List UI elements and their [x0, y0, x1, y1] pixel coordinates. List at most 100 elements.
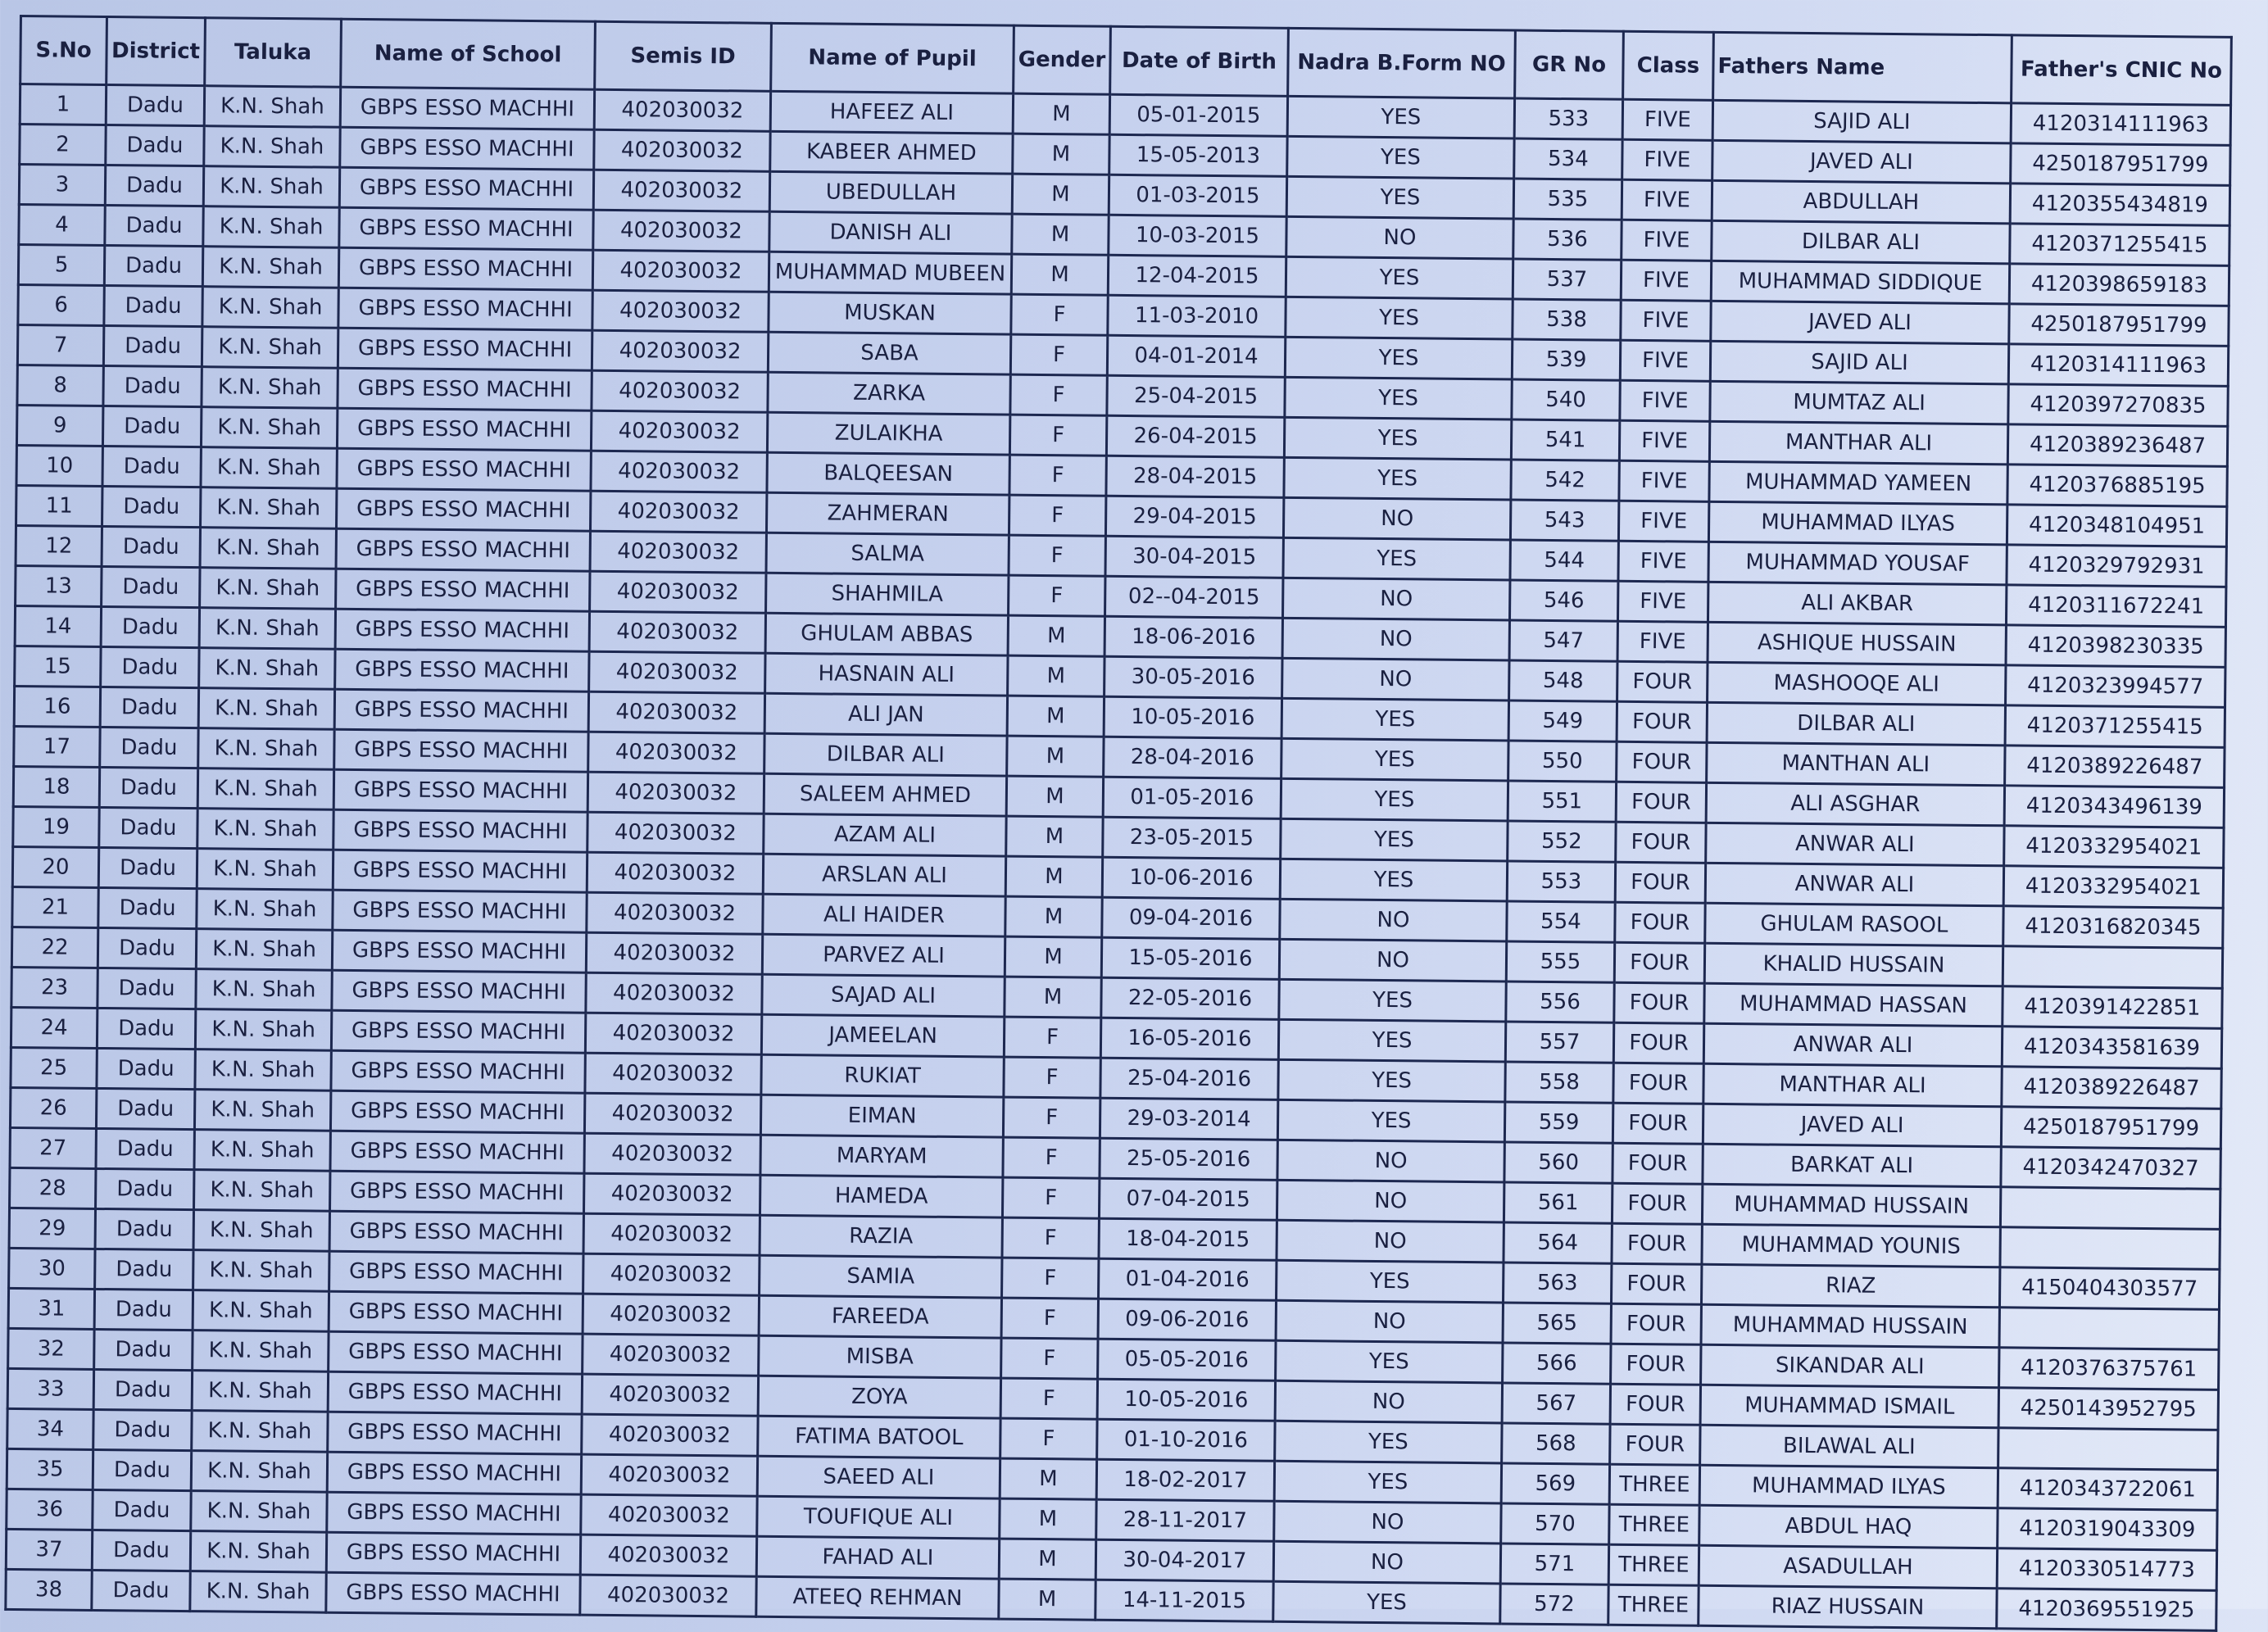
cell-semis-id: 402030032	[583, 1173, 760, 1216]
cell-pupil-name: FATIMA BATOOL	[757, 1416, 1001, 1459]
cell-gr-no: 566	[1502, 1342, 1612, 1385]
cell-date-of-birth: 10-06-2016	[1102, 857, 1281, 900]
column-header-sno: S.No	[20, 16, 107, 85]
cell-semis-id: 402030032	[583, 1253, 760, 1296]
cell-father-cnic: 4250187951799	[2001, 1106, 2221, 1149]
cell-sno: 4	[18, 204, 106, 246]
cell-taluka: K.N. Shah	[197, 768, 334, 810]
cell-father-name: JAVED ALI	[1703, 1104, 2002, 1147]
cell-school-name: GBPS ESSO MACHHI	[335, 609, 590, 652]
cell-taluka: K.N. Shah	[200, 487, 337, 529]
column-header-father-name: Fathers Name	[1712, 32, 2012, 103]
cell-gr-no: 559	[1504, 1101, 1613, 1144]
cell-district: Dadu	[97, 968, 197, 1009]
cell-gr-no: 557	[1505, 1021, 1614, 1063]
cell-date-of-birth: 02--04-2015	[1105, 576, 1283, 619]
cell-taluka: K.N. Shah	[190, 1490, 328, 1533]
cell-date-of-birth: 12-04-2015	[1108, 255, 1286, 297]
cell-father-cnic: 4120391422851	[2002, 986, 2223, 1029]
cell-nadra-bform: YES	[1286, 136, 1515, 179]
cell-school-name: GBPS ESSO MACHHI	[339, 167, 594, 211]
cell-semis-id: 402030032	[588, 691, 765, 734]
cell-date-of-birth: 29-03-2014	[1100, 1098, 1278, 1140]
cell-father-name: MANTHAR ALI	[1709, 421, 2008, 465]
cell-class: FIVE	[1620, 340, 1711, 382]
column-header-taluka: Taluka	[204, 17, 342, 88]
cell-district: Dadu	[93, 1409, 193, 1451]
cell-sno: 5	[18, 244, 105, 286]
cell-school-name: GBPS ESSO MACHHI	[330, 1050, 586, 1094]
cell-gender: M	[1012, 174, 1109, 215]
cell-father-cnic: 4250143952795	[1998, 1387, 2219, 1430]
cell-gender: F	[1010, 334, 1108, 376]
cell-father-cnic: 4150404303577	[1999, 1267, 2220, 1310]
cell-school-name: GBPS ESSO MACHHI	[332, 930, 587, 973]
cell-gender: M	[1006, 776, 1104, 818]
cell-father-cnic: 4120369551925	[1996, 1588, 2217, 1631]
cell-date-of-birth: 25-05-2016	[1099, 1138, 1278, 1181]
cell-class: FOUR	[1609, 1424, 1701, 1466]
cell-school-name: GBPS ESSO MACHHI	[329, 1171, 584, 1214]
cell-father-cnic: 4120311672241	[2006, 584, 2226, 628]
cell-father-name: KHALID HUSSAIN	[1704, 943, 2003, 986]
cell-district: Dadu	[93, 1449, 192, 1491]
cell-semis-id: 402030032	[589, 571, 767, 614]
cell-father-cnic: 4120355434819	[2010, 183, 2230, 226]
cell-date-of-birth: 15-05-2016	[1101, 937, 1280, 980]
cell-class: FIVE	[1621, 260, 1712, 301]
cell-pupil-name: EIMAN	[760, 1095, 1004, 1138]
cell-father-cnic: 4120398230335	[2005, 624, 2226, 668]
cell-school-name: GBPS ESSO MACHHI	[331, 970, 587, 1013]
cell-school-name: GBPS ESSO MACHHI	[337, 368, 592, 411]
cell-semis-id: 402030032	[590, 531, 767, 573]
cell-taluka: K.N. Shah	[198, 647, 336, 690]
cell-sno: 10	[16, 445, 103, 487]
cell-nadra-bform: NO	[1273, 1501, 1502, 1544]
cell-gr-no: 542	[1510, 459, 1620, 501]
cell-father-cnic	[1999, 1226, 2220, 1270]
cell-pupil-name: SABA	[768, 332, 1011, 375]
cell-taluka: K.N. Shah	[193, 1129, 331, 1172]
cell-sno: 24	[11, 1007, 98, 1049]
cell-sno: 8	[16, 365, 104, 406]
cell-gr-no: 555	[1506, 941, 1615, 983]
cell-nadra-bform: YES	[1278, 1019, 1506, 1062]
cell-gr-no: 572	[1499, 1583, 1609, 1625]
cell-class: THREE	[1608, 1584, 1699, 1626]
cell-taluka: K.N. Shah	[189, 1571, 327, 1613]
cell-gender: M	[1011, 254, 1109, 296]
cell-semis-id: 402030032	[583, 1133, 761, 1176]
cell-district: Dadu	[103, 325, 202, 367]
cell-sno: 29	[9, 1208, 96, 1249]
cell-school-name: GBPS ESSO MACHHI	[333, 850, 587, 893]
cell-district: Dadu	[99, 727, 199, 768]
cell-pupil-name: SHAHMILA	[765, 573, 1009, 616]
cell-district: Dadu	[93, 1369, 193, 1411]
cell-semis-id: 402030032	[583, 1213, 760, 1256]
cell-father-cnic	[1998, 1307, 2220, 1350]
cell-semis-id: 402030032	[590, 451, 768, 493]
cell-taluka: K.N. Shah	[195, 968, 333, 1011]
cell-pupil-name: FAHAD ALI	[756, 1536, 1000, 1580]
cell-date-of-birth: 01-05-2016	[1103, 777, 1281, 819]
cell-class: FOUR	[1617, 661, 1708, 703]
cell-gender: M	[1007, 655, 1105, 697]
cell-nadra-bform: YES	[1282, 537, 1511, 580]
cell-semis-id: 402030032	[581, 1454, 758, 1497]
cell-gender: F	[1001, 1217, 1100, 1259]
cell-district: Dadu	[101, 566, 201, 608]
cell-nadra-bform: NO	[1277, 1180, 1504, 1222]
column-header-school-name: Name of School	[340, 19, 596, 90]
cell-date-of-birth: 30-04-2015	[1105, 536, 1284, 578]
cell-father-name: MUHAMMAD ILYAS	[1708, 501, 2007, 545]
cell-father-cnic: 4250187951799	[2008, 303, 2229, 347]
cell-nadra-bform: YES	[1272, 1581, 1501, 1624]
cell-semis-id: 402030032	[590, 491, 767, 533]
cell-taluka: K.N. Shah	[193, 1169, 330, 1212]
cell-father-name: MUHAMMAD HUSSAIN	[1702, 1184, 2001, 1227]
cell-taluka: K.N. Shah	[193, 1290, 329, 1332]
cell-gr-no: 543	[1510, 499, 1619, 542]
cell-class: FOUR	[1617, 701, 1708, 743]
cell-nadra-bform: NO	[1276, 1220, 1504, 1263]
cell-date-of-birth: 05-05-2016	[1097, 1339, 1277, 1381]
